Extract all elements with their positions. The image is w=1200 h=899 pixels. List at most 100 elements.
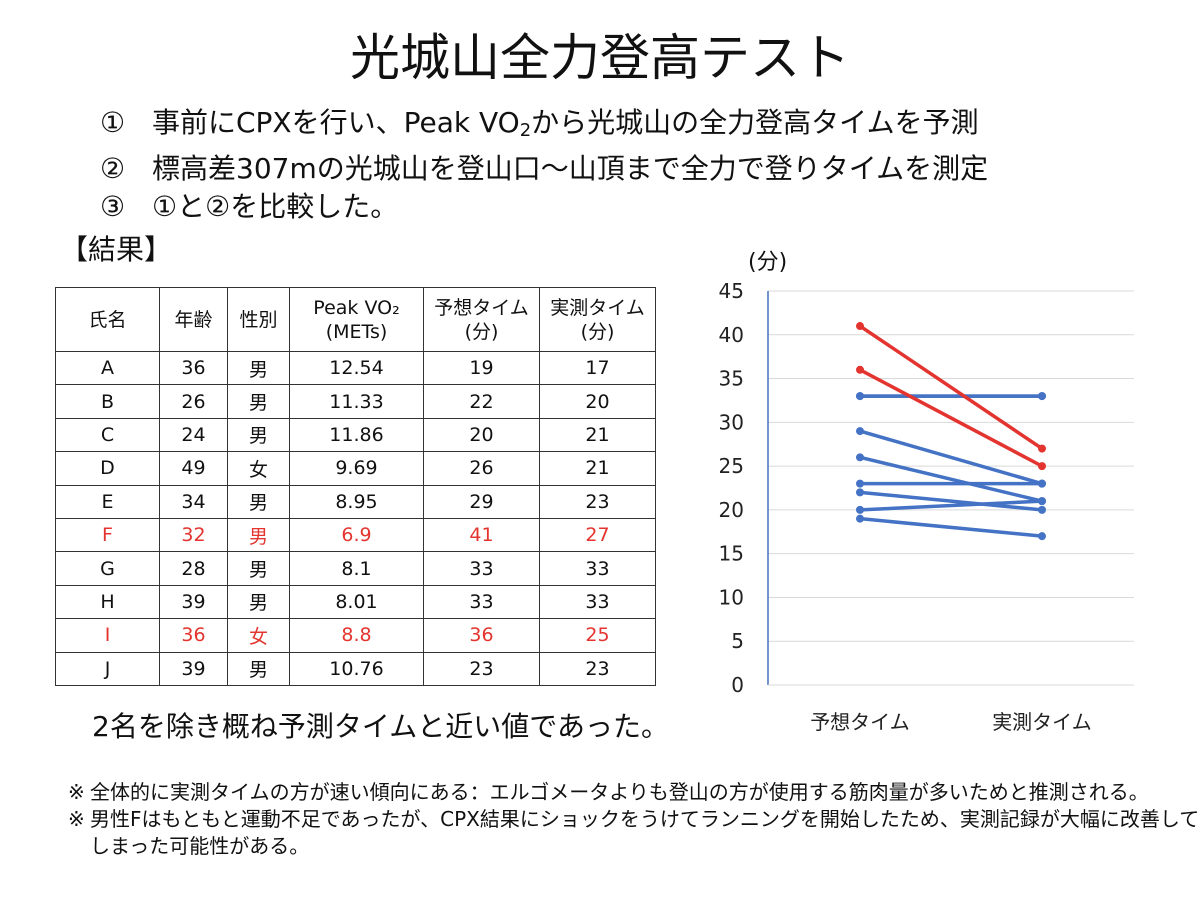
table-cell: 21 [539, 451, 656, 486]
series-line [858, 368, 1044, 468]
table-row: C 24 男 11.86 20 21 [55, 417, 656, 453]
series-line [858, 516, 1044, 538]
table-row: E 34 男 8.95 29 23 [55, 484, 656, 519]
column-header: 氏名 [55, 287, 160, 352]
data-point [1038, 444, 1046, 453]
data-point [856, 453, 864, 462]
x-tick-label: 予想タイム [810, 710, 910, 734]
table-cell: 男 [227, 384, 290, 419]
table-cell: 29 [423, 484, 540, 519]
data-point [1038, 479, 1046, 488]
table-row: F 32 男 6.9 41 27 [55, 517, 656, 553]
step-2: ② 標高差307mの光城山を登山口〜山頂まで全力で登りタイムを測定 [100, 150, 988, 188]
table-cell: 8.01 [289, 584, 424, 620]
y-tick-label: 40 [719, 323, 744, 347]
table-cell: 25 [539, 618, 656, 653]
page-title: 光城山全力登高テスト [350, 29, 850, 87]
results-table: 氏名 年齢 性別 Peak VO₂ (METs) 予想タイム (分) 実測タイム (分) … [55, 287, 656, 686]
series-line [858, 490, 1044, 512]
table-cell: 20 [423, 417, 540, 453]
table-cell: 26 [159, 384, 228, 419]
column-header: Peak VO₂ (METs) [289, 287, 424, 352]
step-number: ② [100, 152, 126, 185]
data-point [856, 365, 864, 374]
data-point [856, 505, 864, 514]
table-row: I 36 女 8.8 36 25 [55, 618, 656, 653]
table-row: A 36 男 12.54 19 17 [55, 350, 656, 386]
table-cell: 11.33 [289, 384, 424, 419]
note-text: 男性Fはもともと運動不足であったが、CPX結果にショックをうけてランニングを開始… [90, 807, 1200, 858]
table-cell: 41 [423, 517, 540, 553]
table-cell: C [55, 417, 160, 453]
series-line [858, 429, 1044, 486]
table-cell: 33 [423, 584, 540, 620]
procedure-steps: ① 事前にCPXを行い、Peak VO2から光城山の全力登高タイムを予測 ② 標… [100, 104, 988, 226]
table-cell: 8.95 [289, 484, 424, 519]
table-cell: 22 [423, 384, 540, 419]
table-row: B 26 男 11.33 22 20 [55, 384, 656, 419]
series-line [858, 324, 1044, 451]
table-cell: 21 [539, 417, 656, 453]
column-header: 性別 [227, 287, 290, 352]
table-cell: 9.69 [289, 451, 424, 486]
table-row: J 39 男 10.76 23 23 [55, 651, 656, 686]
note-mark: ※ [68, 807, 85, 831]
table-cell: I [55, 618, 160, 653]
time-comparison-chart: 0 5 10 15 20 25 30 35 40 45 予想タイム 実測タイム [719, 279, 1134, 734]
y-tick-label: 20 [719, 498, 744, 522]
table-cell: H [55, 584, 160, 620]
step-text: ①と②を比較した。 [152, 190, 399, 223]
y-tick-label: 15 [719, 542, 744, 566]
step-3: ③ ①と②を比較した。 [100, 188, 988, 226]
table-cell: 36 [159, 350, 228, 386]
note-mark: ※ [68, 780, 85, 804]
step-1: ① 事前にCPXを行い、Peak VO2から光城山の全力登高タイムを予測 [100, 104, 988, 150]
conclusion: 2名を除き概ね予測タイムと近い値であった。 [92, 710, 669, 743]
table-cell: 20 [539, 384, 656, 419]
table-cell: 女 [227, 451, 290, 486]
table-cell: 27 [539, 517, 656, 553]
table-header-row: 氏名 年齢 性別 Peak VO₂ (METs) 予想タイム (分) 実測タイム (分) [55, 287, 656, 352]
data-point [856, 488, 864, 497]
table-cell: D [55, 451, 160, 486]
data-point [856, 479, 864, 488]
table-cell: 39 [159, 584, 228, 620]
table-cell: 26 [423, 451, 540, 486]
data-point [1038, 392, 1046, 401]
data-point [1038, 505, 1046, 514]
table-cell: 28 [159, 551, 228, 586]
table-cell: 男 [227, 484, 290, 519]
data-point [1038, 497, 1046, 506]
table-cell: 32 [159, 517, 228, 553]
column-header: 年齢 [159, 287, 228, 352]
table-cell: 33 [539, 551, 656, 586]
table-cell: 23 [539, 484, 656, 519]
data-point [856, 392, 864, 401]
table-cell: 8.1 [289, 551, 424, 586]
table-cell: 49 [159, 451, 228, 486]
table-cell: 6.9 [289, 517, 424, 553]
notes: ※ 全体的に実測タイムの方が速い傾向にある：エルゴメータよりも登山の方が使用する… [68, 779, 1200, 860]
table-cell: 8.8 [289, 618, 424, 653]
table-cell: 33 [539, 584, 656, 620]
table-cell: B [55, 384, 160, 419]
subscript: 2 [519, 120, 532, 141]
table-cell: 24 [159, 417, 228, 453]
table-cell: 女 [227, 618, 290, 653]
data-point [856, 322, 864, 331]
table-cell: 23 [423, 651, 540, 686]
y-tick-label: 35 [719, 367, 744, 391]
table-cell: 23 [539, 651, 656, 686]
table-cell: A [55, 350, 160, 386]
table-cell: 男 [227, 651, 290, 686]
chart-unit-label: (分) [748, 250, 788, 275]
data-point [856, 514, 864, 523]
table-row: D 49 女 9.69 26 21 [55, 451, 656, 486]
series-line [858, 499, 1044, 512]
table-cell: 10.76 [289, 651, 424, 686]
step-text: 事前にCPXを行い、Peak VO2から光城山の全力登高タイムを予測 [152, 106, 979, 141]
data-point [1038, 462, 1046, 471]
note-2: ※ 男性Fはもともと運動不足であったが、CPX結果にショックをうけてランニングを… [68, 806, 1200, 860]
table-cell: 男 [227, 517, 290, 553]
step-text: 標高差307mの光城山を登山口〜山頂まで全力で登りタイムを測定 [152, 152, 989, 185]
